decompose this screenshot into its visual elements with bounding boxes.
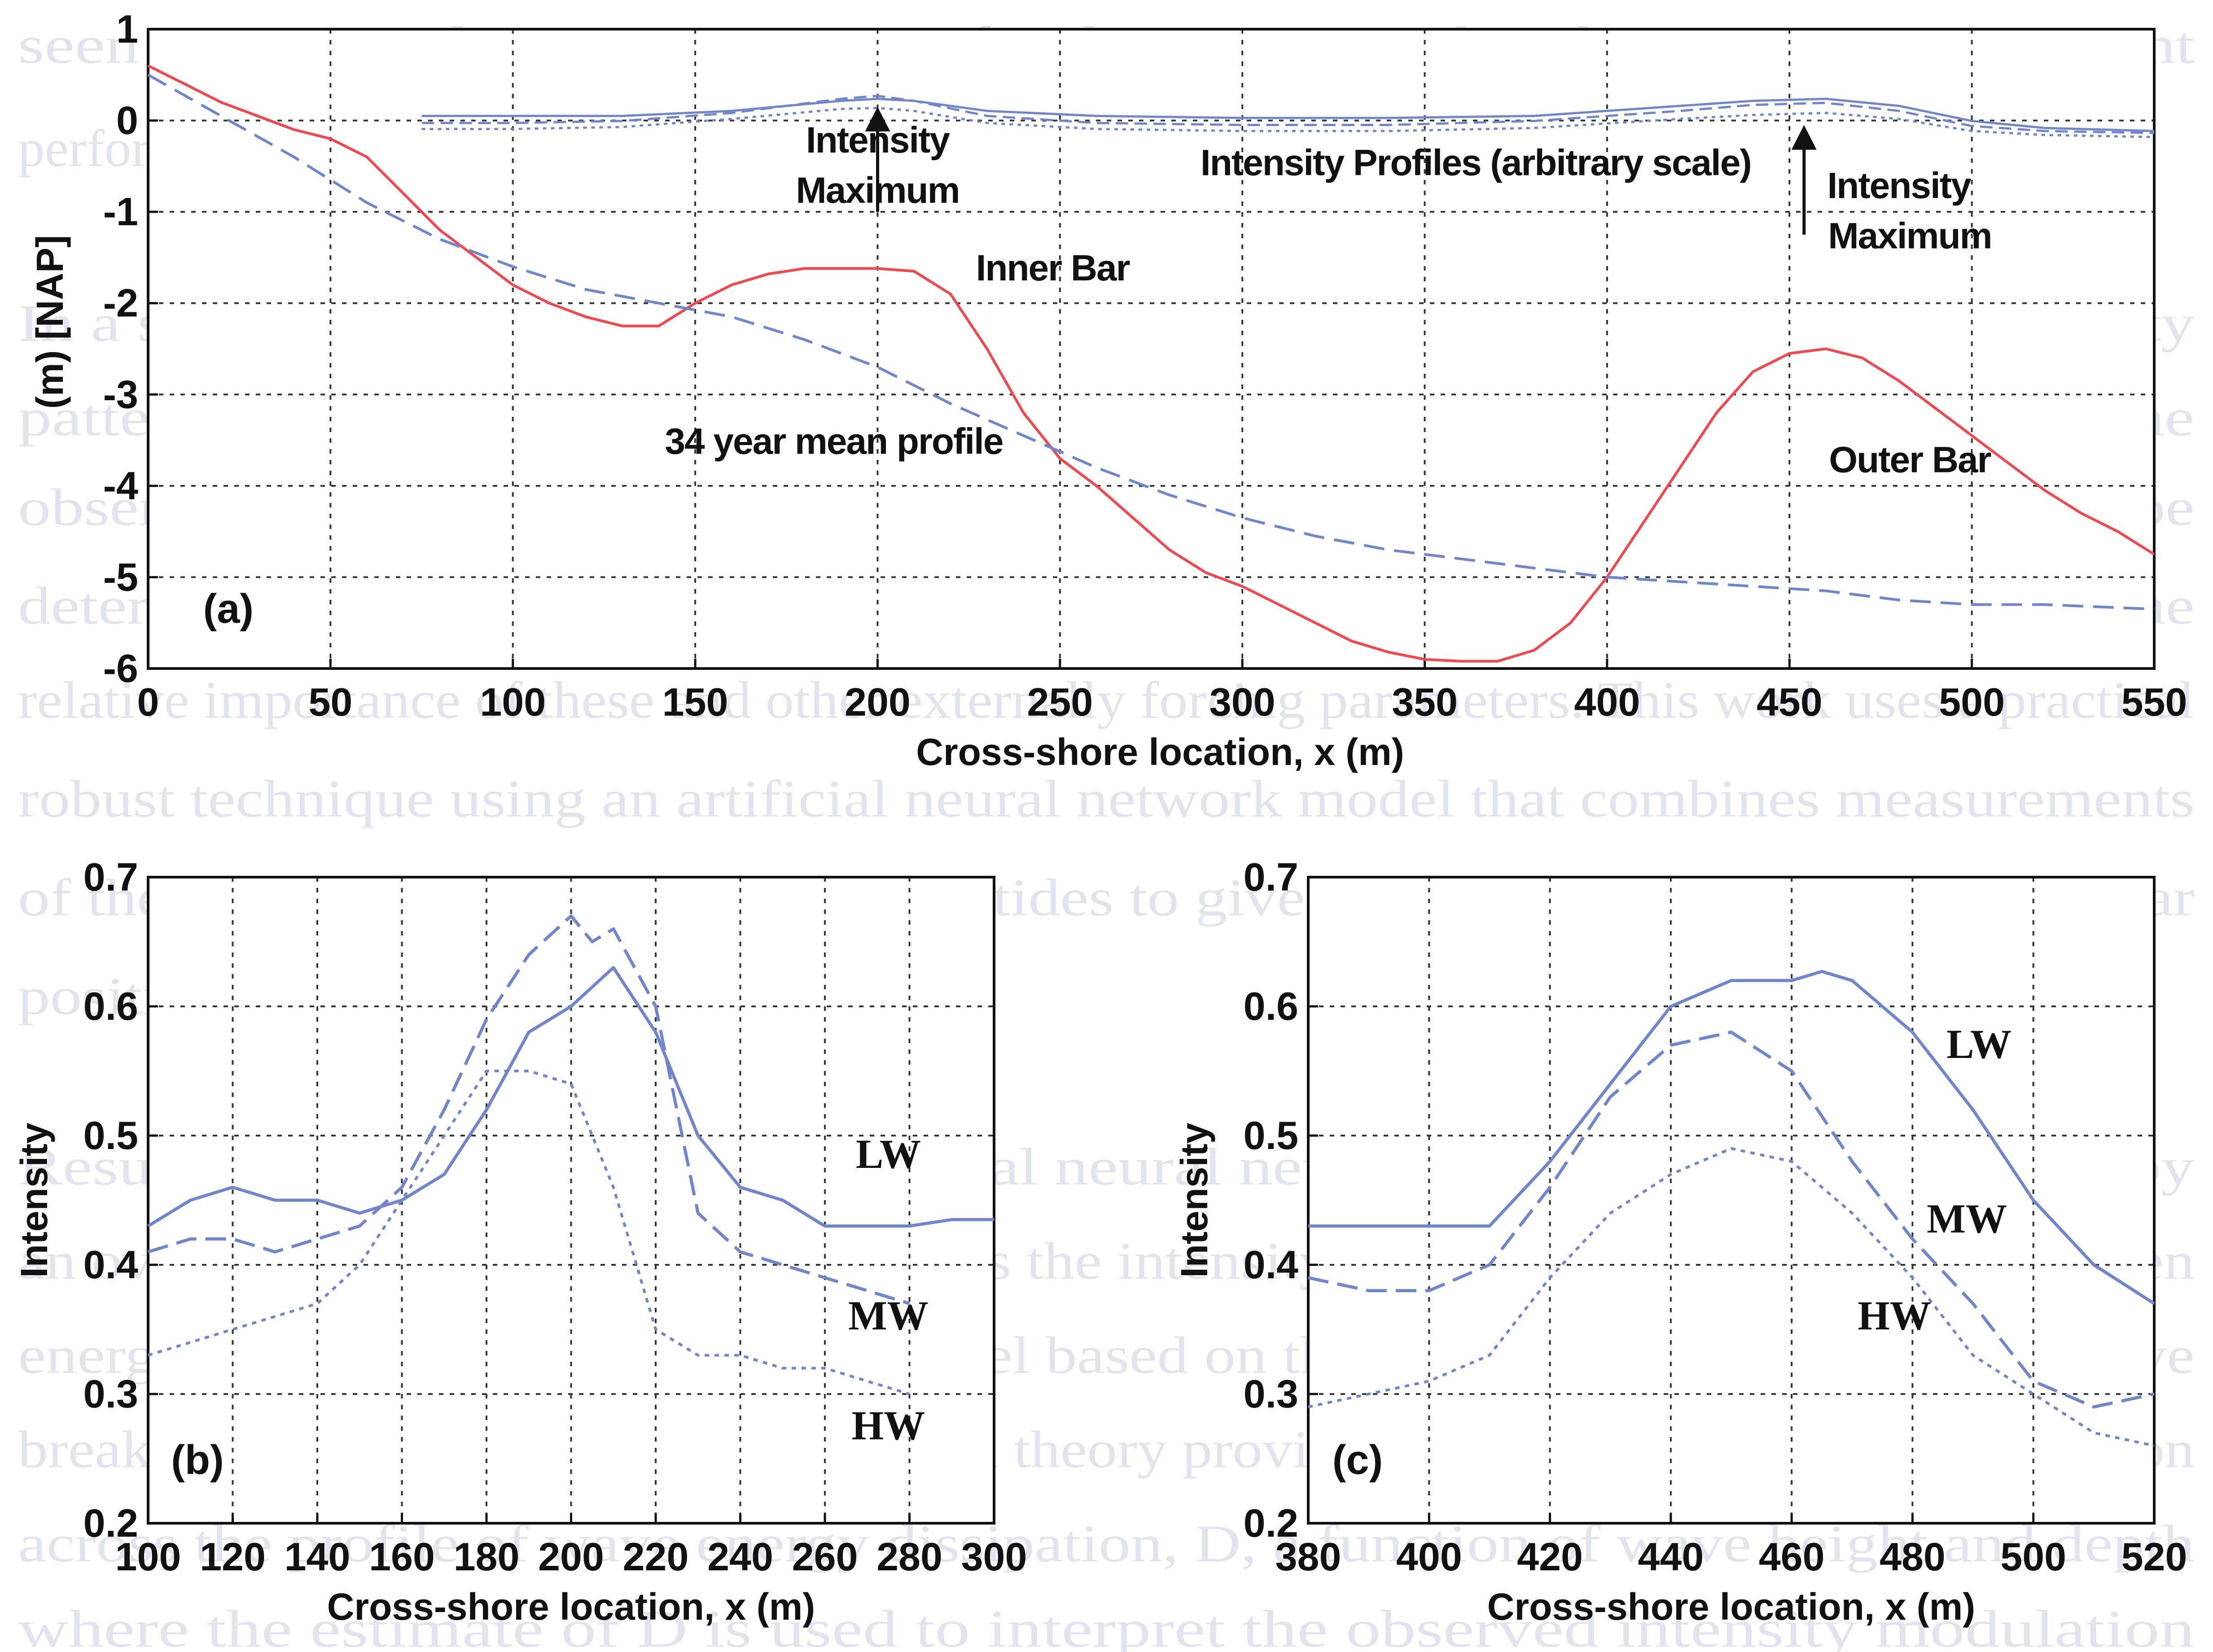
y-axis-label: Intensity [1173,1123,1215,1278]
series-line-lw [1308,970,2155,1305]
y-tick-label: 0 [116,98,138,143]
series-label-hw: HW [1858,1293,1931,1338]
panel-label: (b) [171,1437,223,1483]
x-tick-label: 160 [369,1534,435,1579]
y-tick-label: 0.7 [1244,855,1298,899]
x-tick-label: 220 [623,1534,689,1579]
chart-annotation: Outer Bar [1829,439,1991,480]
chart-annotation: Intensity [806,120,951,161]
series-label-mw: MW [848,1293,929,1338]
chart-panel-b: 100 120 140 160 180 200 220 240 260 280 300 0.7 0.6 0… [13,855,1027,1628]
series-line-mw [147,914,910,1305]
x-tick-label: 180 [454,1534,520,1579]
x-tick-label: 250 [1027,680,1093,724]
annotation-arrow-head [865,107,890,132]
x-tick-label: 200 [538,1534,604,1579]
x-tick-label: 300 [1209,680,1275,724]
series-label-lw: LW [856,1131,921,1177]
panel-label: (a) [203,586,254,632]
x-tick-label: 380 [1275,1534,1341,1579]
series-line-hw [1308,1147,2155,1447]
y-tick-label: 0.3 [83,1372,138,1416]
x-tick-label: 100 [480,680,546,724]
series-line [421,95,2155,134]
series-line [147,64,2155,663]
y-tick-label: 0.5 [1244,1113,1298,1158]
x-tick-label: 150 [662,680,728,724]
chart-annotation: Intensity [1827,166,1972,206]
y-tick-label: -1 [103,189,138,234]
x-axis-label: Cross-shore location, x (m) [327,1586,815,1628]
x-tick-label: 460 [1759,1534,1825,1579]
series-label-lw: LW [1946,1021,2011,1067]
series-line [421,97,2155,132]
panel-label: (c) [1332,1437,1383,1483]
y-tick-label: 0.3 [1244,1372,1298,1416]
x-tick-label: 240 [707,1534,773,1579]
x-tick-label: 50 [308,680,352,724]
x-tick-label: 500 [1939,680,2005,724]
y-axis-label: Intensity [13,1123,55,1278]
y-tick-label: -3 [103,372,138,416]
y-tick-label: -5 [103,555,138,599]
y-axis-label: (m) [NAP] [29,235,71,409]
series-line-hw [148,1070,910,1395]
x-tick-label: 300 [961,1534,1027,1579]
chart-annotation: Inner Bar [976,248,1130,288]
y-tick-label: -6 [103,646,138,691]
x-tick-label: 100 [115,1534,181,1579]
x-axis-label: Cross-shore location, x (m) [916,731,1404,773]
axes-frame [1307,876,2156,1525]
chart-annotation: 34 year mean profile [665,421,1003,462]
x-tick-label: 280 [876,1534,942,1579]
y-tick-label: -2 [103,281,138,325]
y-tick-label: 1 [116,7,138,51]
series-line-lw [147,966,994,1228]
plot-area [148,29,2154,669]
x-tick-label: 420 [1517,1534,1583,1579]
chart-annotation: Intensity Profiles (arbitrary scale) [1201,143,1751,184]
x-tick-label: 400 [1396,1534,1462,1579]
x-tick-label: 120 [200,1534,266,1579]
annotation-arrow-head [1791,125,1817,150]
chart-annotation: Maximum [796,170,959,211]
chart-annotation: Maximum [1828,216,1991,257]
series-label-mw: MW [1927,1196,2007,1241]
x-tick-label: 0 [137,680,159,724]
x-tick-label: 450 [1757,680,1823,724]
x-tick-label: 260 [792,1534,858,1579]
series-line [421,107,2155,138]
y-tick-label: 0.4 [1244,1242,1298,1287]
x-tick-label: 200 [845,680,911,724]
y-tick-label: 0.2 [83,1501,138,1545]
x-tick-label: 520 [2121,1534,2187,1579]
chart-panel-a: 0 50 100 150 200 250 300 350 400 450 500 550 1 0 -1 -2 -… [29,7,2187,773]
x-tick-label: 550 [2121,680,2187,724]
series-label-hw: HW [852,1403,925,1448]
background-text-line: relative importance of these and other e… [18,671,2195,730]
x-tick-label: 440 [1638,1534,1704,1579]
x-tick-label: 400 [1574,680,1640,724]
series-line [147,74,2155,611]
y-tick-label: 0.6 [1244,984,1298,1028]
axes-frame [147,28,2156,670]
x-tick-label: 500 [2000,1534,2066,1579]
y-tick-label: 0.2 [1244,1501,1298,1545]
y-tick-label: 0.4 [83,1242,138,1287]
x-tick-label: 140 [285,1534,351,1579]
background-text-line: robust technique using an artificial neu… [18,769,2195,828]
y-tick-label: 0.5 [83,1113,138,1158]
y-tick-label: 0.6 [83,984,138,1028]
background-text-line: where the estimate of D is used to inter… [18,1600,2195,1652]
x-tick-label: 480 [1880,1534,1946,1579]
series-line-mw [1308,1031,2155,1409]
x-axis-label: Cross-shore location, x (m) [1487,1586,1976,1628]
y-tick-label: 0.7 [83,855,138,899]
chart-panel-c: 380 400 420 440 460 480 500 520 0.7 0.6 0.5 0.4 0.3 0… [1173,855,2187,1628]
y-tick-label: -4 [103,463,138,508]
plot-area [1308,877,2154,1523]
x-tick-label: 350 [1392,680,1458,724]
